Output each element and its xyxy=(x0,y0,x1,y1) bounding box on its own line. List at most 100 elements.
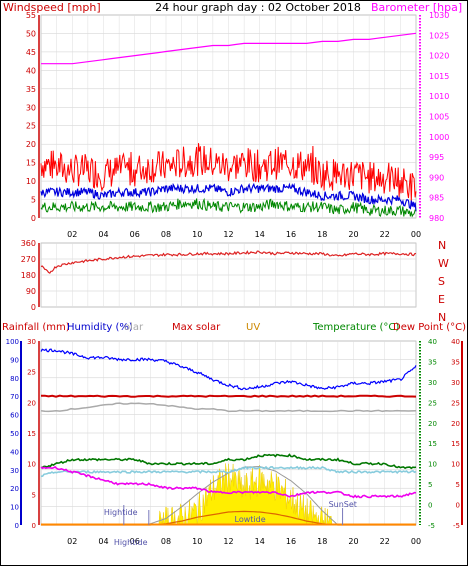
windspeed-tick-label: 30 xyxy=(26,103,36,112)
temp-series-line-1 xyxy=(40,453,417,470)
windspeed-tick-label: 20 xyxy=(26,140,36,149)
rainfall-line xyxy=(41,394,417,398)
solar-area xyxy=(157,463,338,526)
barometer-tick-label: 1020 xyxy=(429,52,449,61)
windspeed-tick-label: 40 xyxy=(26,66,36,75)
direction-tick-label: 180 xyxy=(21,271,36,280)
panel1-x-tick-label: 04 xyxy=(98,230,108,239)
rain-tick-label: 20 xyxy=(27,399,36,407)
rain-tick-label: 0 xyxy=(32,522,36,530)
panel1-x-tick-label: 12 xyxy=(223,230,233,239)
windspeed-tick-label: 10 xyxy=(26,177,36,186)
humidity-tick-label: 100 xyxy=(6,338,19,346)
temperature-legend: Temperature (°C) xyxy=(312,322,399,333)
maxsolar-legend: Max solar xyxy=(172,322,221,333)
hightide-label: Hightide xyxy=(104,508,138,517)
windspeed-tick-label: 25 xyxy=(26,122,36,131)
temperature-tick-label: 10 xyxy=(428,461,437,469)
dewpoint-legend: Dew Point (°C) xyxy=(393,322,466,333)
solar-line xyxy=(40,402,417,413)
panel3-x-tick-label: 06 xyxy=(130,537,140,546)
humidity-tick-label: 0 xyxy=(15,522,19,530)
rain-tick-label: 30 xyxy=(27,338,36,346)
graph-title: 24 hour graph day : 02 October 2018 xyxy=(155,1,361,14)
windspeed-tick-label: 45 xyxy=(26,48,36,57)
barometer-tick-label: 1030 xyxy=(429,11,449,20)
panel1-x-tick-label: 02 xyxy=(67,230,77,239)
barometer-tick-label: 1010 xyxy=(429,92,449,101)
windspeed-tick-label: 50 xyxy=(26,29,36,38)
direction-tick-label: 270 xyxy=(21,255,36,264)
barometer-tick-label: 985 xyxy=(429,194,444,203)
rain-tick-label: 5 xyxy=(32,491,36,499)
direction-tick-label: 0 xyxy=(31,303,36,312)
dewpoint-tick-label: 0 xyxy=(456,502,460,510)
panel3-x-tick-label: 18 xyxy=(317,537,327,546)
hightide-label-bottom: Hightide xyxy=(114,538,148,547)
barometer-tick-label: 990 xyxy=(429,173,444,182)
temperature-tick-label: 5 xyxy=(428,481,432,489)
dewpoint-tick-label: -5 xyxy=(453,522,460,530)
humidity-tick-label: 40 xyxy=(10,448,19,456)
compass-label: E xyxy=(438,293,445,306)
temperature-tick-label: 0 xyxy=(428,502,432,510)
direction-tick-label: 360 xyxy=(21,239,36,248)
humidity-tick-label: 70 xyxy=(10,393,19,401)
series-line-barometer xyxy=(41,32,417,65)
panel1-x-tick-label: 16 xyxy=(286,230,296,239)
windspeed-tick-label: 0 xyxy=(31,214,36,223)
barometer-tick-label: 995 xyxy=(429,153,444,162)
humidity-tick-label: 90 xyxy=(10,356,19,364)
panel3-x-tick-label: 10 xyxy=(192,537,202,546)
panel1-x-tick-label: 18 xyxy=(317,230,327,239)
temperature-tick-label: 25 xyxy=(428,399,437,407)
panel3-x-tick-label: 12 xyxy=(223,537,233,546)
windspeed-axis-title: Windspeed [mph] xyxy=(3,1,101,14)
uv-legend: UV xyxy=(246,322,260,333)
wind-direction-line xyxy=(40,250,417,274)
humidity-tick-label: 60 xyxy=(10,412,19,420)
rain-tick-label: 25 xyxy=(27,369,36,377)
series-line-windspeed xyxy=(40,143,417,202)
humidity-tick-label: 80 xyxy=(10,375,19,383)
humidity-tick-label: 10 xyxy=(10,504,19,512)
panel1-x-tick-label: 08 xyxy=(161,230,171,239)
barometer-tick-label: 1015 xyxy=(429,72,449,81)
wind-barometer-panel: 0510152025303540455055980985990995100010… xyxy=(26,11,450,239)
temperature-tick-label: 35 xyxy=(428,358,437,366)
panel3-x-tick-label: 04 xyxy=(98,537,108,546)
direction-tick-label: 90 xyxy=(26,287,36,296)
sunset-label: SunSet xyxy=(329,500,357,509)
dewpoint-tick-label: 15 xyxy=(451,440,460,448)
panel1-x-tick-label: 14 xyxy=(255,230,265,239)
dewpoint-tick-label: 30 xyxy=(451,379,460,387)
barometer-tick-label: 1000 xyxy=(429,133,449,142)
temperature-tick-label: 30 xyxy=(428,379,437,387)
lowtide-label: Lowtide xyxy=(235,515,266,524)
windspeed-tick-label: 35 xyxy=(26,85,36,94)
humidity-line xyxy=(40,348,417,391)
panel3-x-tick-label: 16 xyxy=(286,537,296,546)
dewpoint-tick-label: 40 xyxy=(451,338,460,346)
panel1-x-tick-label: 10 xyxy=(192,230,202,239)
panel1-x-tick-label: 00 xyxy=(411,230,421,239)
dewpoint-tick-label: 20 xyxy=(451,420,460,428)
panel3-x-tick-label: 00 xyxy=(411,537,421,546)
series-line-wind-2 xyxy=(40,197,417,218)
compass-label: S xyxy=(438,275,445,288)
rainfall-legend: Rainfall (mm) xyxy=(2,322,70,333)
windspeed-tick-label: 15 xyxy=(26,159,36,168)
barometer-axis-title: Barometer [hpa] xyxy=(371,1,462,14)
barometer-tick-label: 1005 xyxy=(429,113,449,122)
temperature-tick-label: 15 xyxy=(428,440,437,448)
temp-series-line-2 xyxy=(40,465,417,478)
temperature-tick-label: 20 xyxy=(428,420,437,428)
humidity-legend: Humidity (%) xyxy=(67,322,133,333)
panel3-x-tick-label: 02 xyxy=(67,537,77,546)
panel3-x-tick-label: 22 xyxy=(380,537,390,546)
panel1-x-tick-label: 06 xyxy=(130,230,140,239)
rain-tick-label: 15 xyxy=(27,430,36,438)
